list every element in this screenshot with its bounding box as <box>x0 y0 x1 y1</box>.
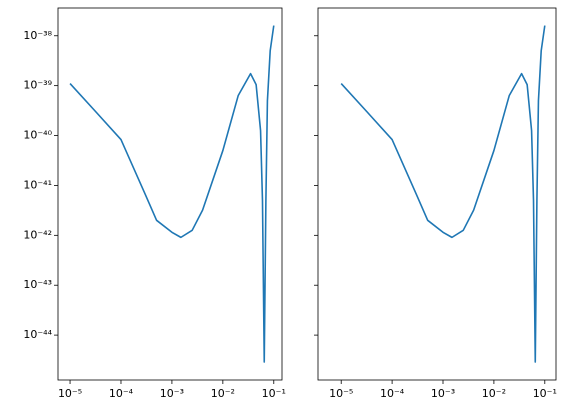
x-tick-label: 10⁻⁴ <box>109 387 134 400</box>
x-tick-label: 10⁻² <box>482 387 506 400</box>
y-tick-label: 10⁻⁴² <box>23 228 52 241</box>
plot-frame <box>57 7 283 381</box>
line <box>340 25 546 363</box>
y-tick-label: 10⁻³⁹ <box>23 79 52 92</box>
y-tick-label: 10⁻⁴⁴ <box>23 328 52 341</box>
x-tick-label: 10⁻³ <box>431 387 455 400</box>
x-tick-label: 10⁻⁵ <box>58 387 82 400</box>
y-tick-label: 10⁻⁴⁰ <box>23 129 52 142</box>
plot-frame <box>317 7 557 381</box>
x-tick-label: 10⁻¹ <box>262 387 286 400</box>
x-tick-label: 10⁻⁴ <box>380 387 405 400</box>
y-tick-label: 10⁻⁴³ <box>23 278 52 291</box>
x-tick-label: 10⁻¹ <box>533 387 557 400</box>
x-tick-label: 10⁻⁵ <box>329 387 353 400</box>
line <box>69 25 275 363</box>
y-tick-label: 10⁻³⁸ <box>23 29 52 42</box>
x-tick-label: 10⁻² <box>211 387 235 400</box>
y-tick-label: 10⁻⁴¹ <box>23 178 52 191</box>
x-tick-label: 10⁻³ <box>160 387 184 400</box>
